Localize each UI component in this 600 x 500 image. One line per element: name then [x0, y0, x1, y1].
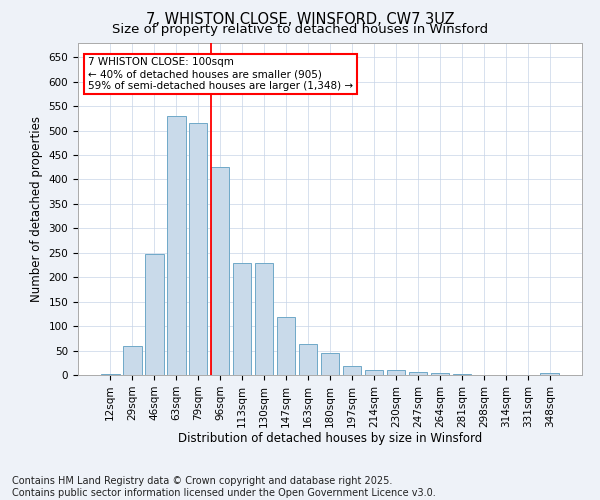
Text: 7 WHISTON CLOSE: 100sqm
← 40% of detached houses are smaller (905)
59% of semi-d: 7 WHISTON CLOSE: 100sqm ← 40% of detache… — [88, 58, 353, 90]
Bar — [365, 370, 383, 375]
Text: Size of property relative to detached houses in Winsford: Size of property relative to detached ho… — [112, 22, 488, 36]
Bar — [233, 262, 251, 375]
Bar — [452, 374, 471, 375]
Bar — [145, 254, 164, 375]
Bar — [167, 116, 185, 375]
Bar — [409, 372, 427, 375]
Bar — [299, 344, 317, 375]
Bar — [277, 318, 295, 375]
Text: Contains HM Land Registry data © Crown copyright and database right 2025.
Contai: Contains HM Land Registry data © Crown c… — [12, 476, 436, 498]
Bar — [101, 374, 119, 375]
Bar — [541, 372, 559, 375]
Y-axis label: Number of detached properties: Number of detached properties — [30, 116, 43, 302]
Bar — [431, 372, 449, 375]
Bar — [211, 167, 229, 375]
Bar — [320, 353, 340, 375]
Bar — [255, 262, 274, 375]
Bar — [386, 370, 405, 375]
X-axis label: Distribution of detached houses by size in Winsford: Distribution of detached houses by size … — [178, 432, 482, 446]
Bar — [343, 366, 361, 375]
Text: 7, WHISTON CLOSE, WINSFORD, CW7 3UZ: 7, WHISTON CLOSE, WINSFORD, CW7 3UZ — [146, 12, 454, 28]
Bar — [123, 346, 142, 375]
Bar — [189, 123, 208, 375]
